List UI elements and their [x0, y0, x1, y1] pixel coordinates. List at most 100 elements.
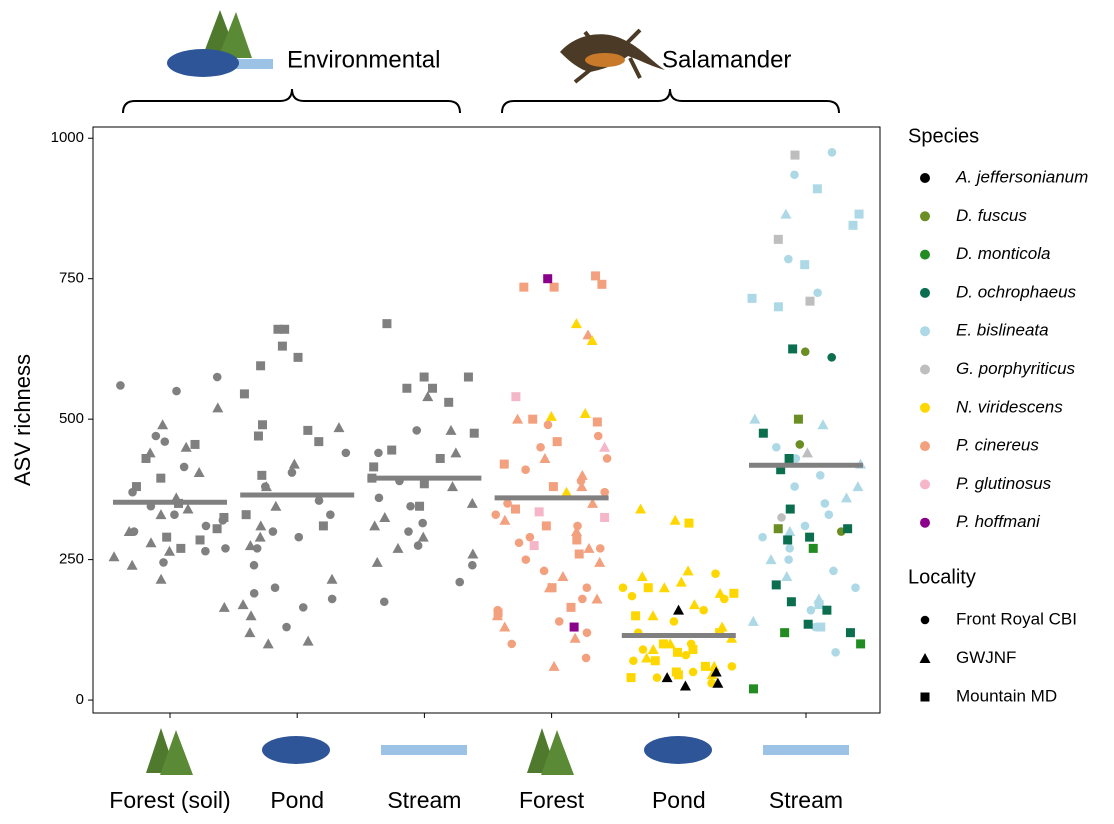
- point: [270, 501, 281, 511]
- point: [817, 419, 828, 429]
- point: [807, 606, 816, 615]
- point: [786, 505, 795, 514]
- point: [825, 510, 834, 519]
- legend-label: D. fuscus: [956, 206, 1027, 225]
- point: [673, 605, 684, 615]
- point: [685, 519, 694, 528]
- point: [774, 524, 783, 533]
- legend-label: Front Royal CBI: [956, 609, 1077, 628]
- point: [549, 482, 558, 491]
- legend-marker: [920, 211, 930, 221]
- point: [549, 661, 560, 671]
- point: [539, 453, 550, 463]
- point: [132, 482, 141, 491]
- point: [328, 595, 337, 604]
- point: [511, 505, 520, 514]
- point: [526, 533, 535, 542]
- point: [202, 522, 211, 531]
- point: [822, 606, 831, 615]
- group-brace: [123, 89, 460, 113]
- point: [467, 498, 478, 508]
- point: [315, 496, 324, 505]
- point: [414, 541, 423, 550]
- legend-label: P. hoffmani: [956, 512, 1041, 531]
- point: [629, 656, 638, 665]
- legend-label: GWJNF: [956, 648, 1016, 667]
- legend-label: P. glutinosus: [956, 474, 1052, 493]
- point: [180, 463, 189, 472]
- point: [404, 527, 413, 536]
- point: [447, 481, 458, 491]
- point: [258, 420, 267, 429]
- point: [242, 510, 251, 519]
- point: [627, 673, 636, 682]
- point: [648, 610, 659, 620]
- point: [464, 373, 473, 382]
- point: [244, 627, 255, 637]
- point: [688, 645, 697, 654]
- point: [379, 512, 390, 522]
- point: [444, 398, 453, 407]
- point: [729, 589, 738, 598]
- point: [470, 429, 479, 438]
- point: [600, 488, 609, 497]
- point: [282, 623, 291, 632]
- point: [250, 561, 259, 570]
- chart: ASV richness Environmental Salamander Sp…: [0, 0, 1114, 819]
- point: [635, 504, 646, 514]
- point: [269, 527, 278, 536]
- point: [499, 515, 510, 525]
- point: [802, 447, 813, 457]
- x-tick-label: Forest: [519, 787, 585, 813]
- point: [159, 558, 168, 567]
- stream-icon: [381, 745, 849, 755]
- point: [333, 422, 344, 432]
- y-tick-label: 500: [59, 410, 84, 427]
- point: [749, 414, 760, 424]
- point: [851, 583, 860, 592]
- point: [303, 636, 314, 646]
- point: [846, 628, 855, 637]
- point: [701, 662, 710, 671]
- point: [831, 648, 840, 657]
- point: [570, 633, 581, 643]
- point: [593, 417, 602, 426]
- point: [784, 255, 793, 264]
- legend-title: Locality: [908, 566, 976, 588]
- point: [662, 672, 673, 682]
- point: [418, 532, 429, 542]
- legend-marker: [920, 288, 930, 298]
- point: [561, 487, 572, 497]
- point: [804, 620, 813, 629]
- point: [780, 209, 791, 219]
- point: [522, 555, 531, 564]
- point: [592, 593, 603, 603]
- point: [519, 283, 528, 292]
- point: [402, 384, 411, 393]
- point: [250, 589, 259, 598]
- point: [512, 414, 523, 424]
- legend-marker: [920, 326, 930, 336]
- point: [127, 560, 138, 570]
- x-tick-label: Pond: [270, 787, 324, 813]
- point: [578, 595, 587, 604]
- point: [806, 297, 815, 306]
- point: [263, 638, 274, 648]
- point: [631, 611, 640, 620]
- point: [785, 454, 794, 463]
- point: [728, 662, 737, 671]
- point: [546, 411, 557, 421]
- x-tick-label: Stream: [769, 787, 843, 813]
- point: [644, 583, 653, 592]
- legend-marker: [920, 365, 930, 375]
- point: [555, 617, 564, 626]
- point: [843, 524, 852, 533]
- point: [387, 446, 396, 455]
- point: [540, 567, 549, 576]
- point: [542, 521, 551, 530]
- point: [515, 538, 524, 547]
- point: [450, 447, 461, 457]
- point: [772, 443, 781, 452]
- y-tick-label: 0: [76, 691, 84, 708]
- forest-icon: [146, 728, 574, 775]
